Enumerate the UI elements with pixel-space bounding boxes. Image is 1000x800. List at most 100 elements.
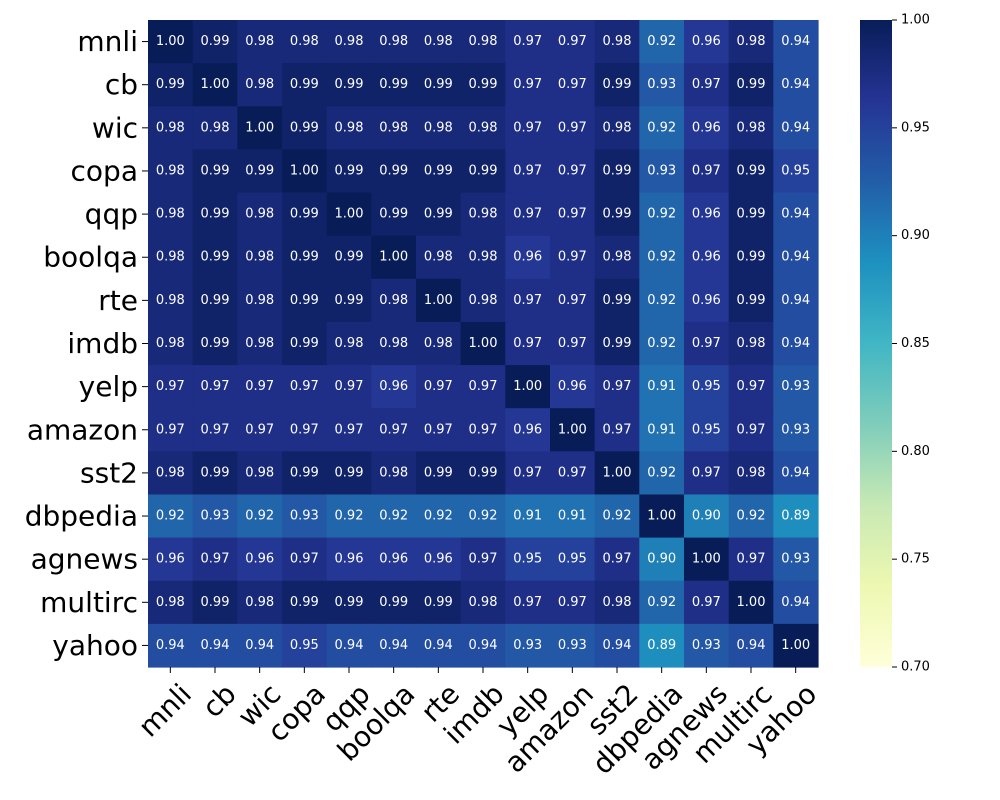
heatmap-cell [728, 149, 774, 194]
heatmap-cell [728, 623, 774, 668]
heatmap-cell [460, 278, 506, 323]
colorbar-tick-label: 0.95 [901, 120, 930, 135]
heatmap-cell [148, 235, 194, 280]
cell-value-label: 0.93 [201, 509, 230, 524]
heatmap-cell [192, 321, 238, 366]
heatmap-cell [326, 192, 372, 237]
colorbar-tick-label: 0.70 [901, 660, 930, 675]
heatmap-cell [728, 451, 774, 496]
heatmap-cell [371, 408, 417, 452]
heatmap-cell [237, 321, 283, 366]
cell-value-label: 0.92 [647, 250, 676, 265]
cell-value-label: 0.99 [290, 250, 319, 265]
heatmap-cell [148, 451, 194, 496]
cell-value-label: 1.00 [781, 638, 810, 653]
cell-value-label: 0.96 [692, 293, 721, 308]
cell-value-label: 0.97 [513, 336, 542, 351]
heatmap-cell [550, 278, 596, 323]
heatmap-cell [237, 537, 283, 582]
cell-value-label: 0.99 [201, 163, 230, 178]
heatmap-cell [728, 63, 774, 107]
heatmap-cell [148, 278, 194, 323]
cell-value-label: 0.98 [379, 120, 408, 135]
cell-value-label: 0.98 [156, 595, 185, 610]
heatmap-cell [371, 537, 417, 582]
heatmap-cell [773, 494, 819, 539]
cell-value-label: 0.98 [379, 465, 408, 480]
cell-value-label: 0.96 [513, 250, 542, 265]
cell-value-label: 1.00 [245, 120, 274, 135]
cell-value-label: 0.99 [156, 77, 185, 92]
cell-value-label: 0.97 [469, 422, 498, 437]
cell-value-label: 0.98 [335, 336, 364, 351]
heatmap-cell [237, 408, 283, 452]
heatmap-cell [237, 63, 283, 107]
cell-value-label: 1.00 [737, 595, 766, 610]
cell-value-label: 0.95 [558, 552, 587, 567]
cell-value-label: 0.97 [290, 379, 319, 394]
cell-value-label: 0.99 [379, 163, 408, 178]
cell-value-label: 0.99 [290, 77, 319, 92]
cell-value-label: 0.90 [692, 509, 721, 524]
heatmap-cell [505, 235, 551, 280]
cell-value-label: 0.98 [156, 163, 185, 178]
x-tick-label: cb [196, 677, 243, 724]
cell-value-label: 1.00 [335, 207, 364, 222]
cell-value-label: 0.94 [737, 638, 766, 653]
cell-value-label: 0.98 [156, 336, 185, 351]
heatmap-cell [326, 278, 372, 323]
heatmap-cell [550, 106, 596, 150]
colorbar-gradient [860, 20, 892, 667]
cell-value-label: 0.98 [335, 120, 364, 135]
heatmap-cell [282, 451, 328, 496]
heatmap-cell [192, 106, 238, 150]
heatmap-cell [728, 537, 774, 582]
cell-value-label: 0.99 [424, 207, 453, 222]
heatmap-cell [505, 20, 551, 64]
heatmap-cell [460, 192, 506, 237]
cell-value-label: 0.91 [647, 422, 676, 437]
cell-value-label: 0.97 [513, 163, 542, 178]
cell-value-label: 0.92 [469, 509, 498, 524]
heatmap-cell [416, 278, 462, 323]
cell-value-label: 0.98 [424, 250, 453, 265]
heatmap-cell [192, 494, 238, 539]
heatmap-cell [773, 451, 819, 496]
heatmap-cell [148, 321, 194, 366]
cell-value-label: 0.91 [513, 509, 542, 524]
cell-value-label: 0.97 [513, 293, 542, 308]
heatmap-cell [192, 149, 238, 194]
cell-value-label: 0.98 [335, 34, 364, 49]
heatmap-cell [416, 623, 462, 668]
heatmap-cell [550, 321, 596, 366]
heatmap-cell [148, 365, 194, 409]
heatmap-cell [237, 365, 283, 409]
cell-value-label: 1.00 [156, 34, 185, 49]
heatmap-cell [773, 149, 819, 194]
y-tick-label: yahoo [52, 629, 138, 662]
heatmap-cell [148, 537, 194, 582]
heatmap-cell [505, 580, 551, 625]
cell-value-label: 0.95 [513, 552, 542, 567]
cell-value-label: 0.99 [737, 207, 766, 222]
cell-value-label: 0.98 [379, 34, 408, 49]
heatmap-cell [326, 623, 372, 668]
heatmap-cell [416, 149, 462, 194]
cell-value-label: 0.94 [469, 638, 498, 653]
cell-value-label: 0.97 [558, 120, 587, 135]
cell-value-label: 0.89 [647, 638, 676, 653]
heatmap-cell [594, 20, 640, 64]
cell-value-label: 0.99 [737, 293, 766, 308]
heatmap-cell [639, 623, 685, 668]
cell-value-label: 0.93 [781, 552, 810, 567]
cell-value-label: 0.98 [156, 250, 185, 265]
cell-value-label: 0.98 [245, 77, 274, 92]
cell-value-label: 0.97 [201, 552, 230, 567]
cell-value-label: 0.92 [647, 336, 676, 351]
cell-value-label: 1.00 [379, 250, 408, 265]
heatmap-cell [728, 235, 774, 280]
cell-value-label: 0.98 [737, 336, 766, 351]
heatmap-cell [594, 494, 640, 539]
heatmap-cell [416, 192, 462, 237]
heatmap-cell [594, 451, 640, 496]
